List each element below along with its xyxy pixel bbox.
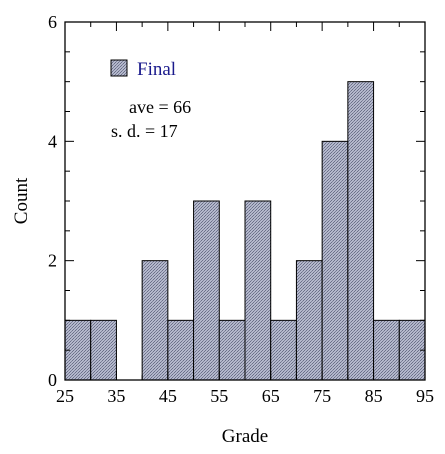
bar-75 <box>321 140 349 381</box>
x-axis-label: Grade <box>222 426 268 447</box>
labels-group: 25 35 45 55 65 75 85 95 0 2 4 6 <box>48 12 434 406</box>
x-tick-label: 25 <box>56 386 74 406</box>
y-axis-label: Count <box>11 177 32 224</box>
x-tick-label: 75 <box>313 386 331 406</box>
bar-65 <box>270 319 297 381</box>
bar-80 <box>347 81 375 381</box>
legend-swatch <box>110 59 128 77</box>
stat-average: ave = 66 <box>129 97 191 117</box>
stat-std-dev: s. d. = 17 <box>111 121 178 141</box>
bar-30 <box>90 319 117 381</box>
x-tick-label: 55 <box>210 386 228 406</box>
legend-label: Final <box>137 59 176 80</box>
bars-group <box>64 81 426 381</box>
bar-70 <box>295 260 323 381</box>
plot-frame <box>64 21 426 381</box>
y-tick-label: 6 <box>48 12 57 32</box>
bar-60 <box>244 200 272 381</box>
y-tick-label: 2 <box>48 251 57 271</box>
bar-40 <box>141 260 169 381</box>
x-tick-label: 95 <box>416 386 434 406</box>
bar-85 <box>373 319 400 381</box>
bar-45 <box>167 319 195 381</box>
y-tick-label: 4 <box>48 131 57 151</box>
bar-50 <box>193 200 220 381</box>
x-tick-label: 85 <box>365 386 383 406</box>
x-tick-label: 35 <box>107 386 125 406</box>
bar-55 <box>218 319 246 381</box>
x-tick-label: 65 <box>262 386 280 406</box>
y-tick-label: 0 <box>48 370 57 390</box>
x-tick-label: 45 <box>159 386 177 406</box>
